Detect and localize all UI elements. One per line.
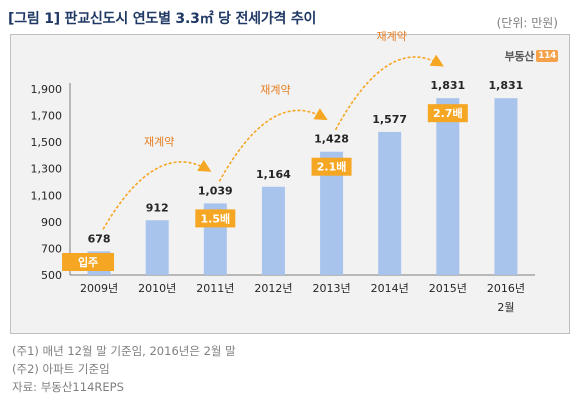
data-label: 678	[88, 232, 111, 245]
data-label: 1,428	[314, 133, 349, 146]
renewal-arrow	[334, 54, 444, 131]
ratio-badge	[195, 209, 236, 228]
bar	[436, 98, 460, 275]
bar	[261, 186, 285, 275]
x-tick-label: 2011년	[196, 282, 234, 295]
data-label: 1,831	[430, 79, 465, 92]
chart-panel	[10, 34, 570, 334]
renewal-label: 재계약	[377, 29, 407, 43]
y-tick-label: 1,100	[31, 189, 63, 202]
unit-label: (단위: 만원)	[496, 16, 558, 30]
y-tick-label: 1,900	[31, 83, 63, 96]
renewal-arrow	[102, 159, 212, 230]
data-label: 912	[146, 201, 169, 214]
ratio-badge	[427, 104, 468, 123]
y-tick-label: 900	[41, 216, 62, 229]
bar	[494, 98, 518, 275]
source-note: 자료: 부동산114REPS	[12, 380, 124, 394]
x-tick-label: 2016년	[487, 282, 525, 295]
data-label: 1,577	[372, 113, 407, 126]
footnote-1: (주1) 매년 12월 말 기준임, 2016년은 2월 말	[12, 344, 236, 358]
logo-number: 114	[536, 50, 558, 62]
x-tick-label: 2015년	[429, 282, 467, 295]
x-tick-label: 2013년	[313, 282, 351, 295]
x-tick-label: 2014년	[371, 282, 409, 295]
y-tick-label: 700	[41, 242, 62, 255]
logo-text: 부동산	[504, 50, 535, 63]
y-tick-label: 1,700	[31, 110, 63, 123]
ratio-badge-label: 2.1배	[317, 160, 347, 174]
y-tick-label: 1,300	[31, 163, 63, 176]
y-tick-label: 1,500	[31, 136, 63, 149]
chart-title: [그림 1] 판교신도시 연도별 3.3㎡ 당 전세가격 추이	[8, 11, 317, 27]
y-tick-label: 500	[41, 269, 62, 282]
data-label: 1,039	[198, 184, 233, 197]
ratio-badge-label: 1.5배	[201, 211, 231, 225]
footnote-2: (주2) 아파트 기준임	[12, 362, 110, 376]
ratio-badge-label: 2.7배	[433, 106, 463, 120]
data-label: 1,164	[256, 168, 291, 181]
x-tick-label: 2009년	[80, 282, 118, 295]
ratio-badge	[62, 253, 115, 271]
brand-logo: 부동산 114	[505, 48, 558, 64]
x-tick-label: 2012년	[254, 282, 292, 295]
x-tick-sublabel: 2월	[497, 301, 514, 314]
bar	[378, 131, 402, 275]
ratio-badge	[311, 157, 352, 176]
ratio-badge-label: 입주	[78, 256, 98, 269]
bar	[145, 220, 169, 275]
bar	[320, 151, 344, 275]
renewal-label: 재계약	[260, 83, 290, 97]
data-label: 1,831	[489, 79, 524, 92]
renewal-arrow	[218, 108, 328, 182]
renewal-label: 재계약	[144, 134, 174, 148]
x-tick-label: 2010년	[138, 282, 176, 295]
